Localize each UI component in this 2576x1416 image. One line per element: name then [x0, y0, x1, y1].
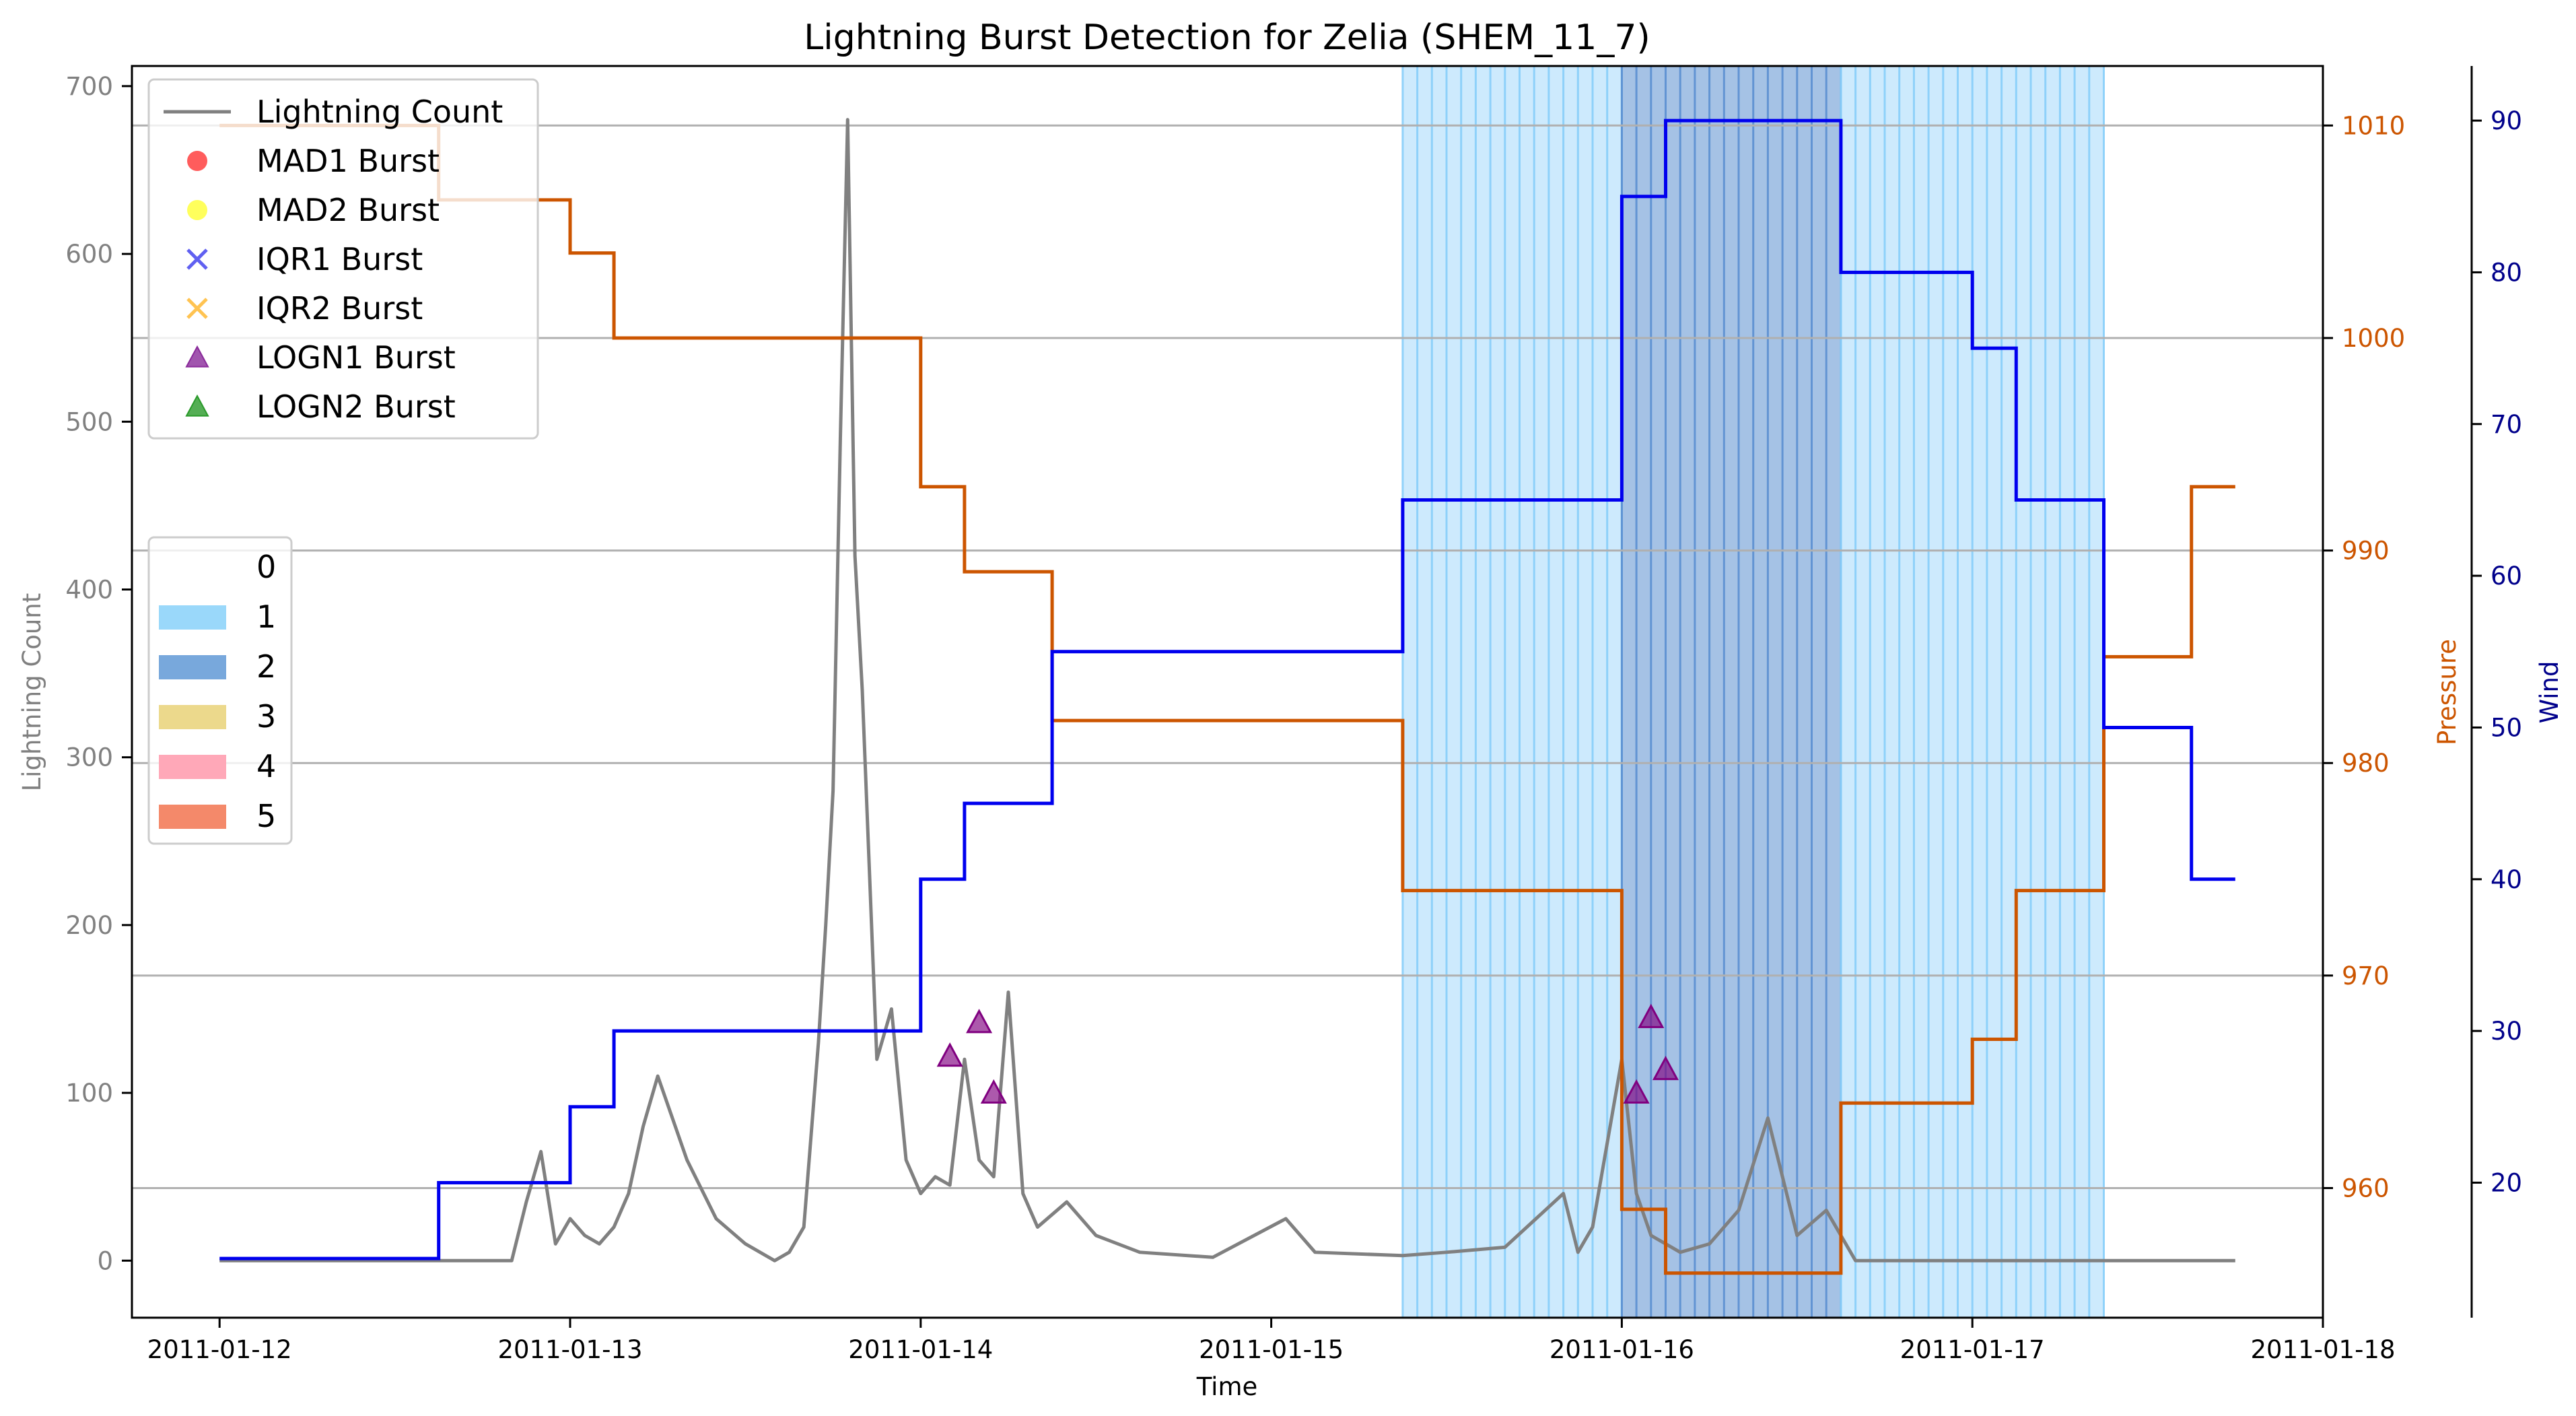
category-bands — [1401, 66, 2105, 1318]
legend-entry-mad1-burst: MAD1 Burst — [187, 143, 440, 179]
legend-entry-logn2-burst: LOGN2 Burst — [185, 389, 456, 425]
pressure-tick-label: 960 — [2342, 1174, 2390, 1203]
legend-label: LOGN2 Burst — [256, 389, 456, 425]
legend-category-swatch — [159, 755, 226, 779]
burst-markers — [936, 1003, 1679, 1104]
logn1-marker-2 — [980, 1079, 1007, 1104]
legend-category-label: 5 — [256, 798, 276, 834]
x-tick-label: 2011-01-12 — [147, 1335, 292, 1364]
legend-x-swatch — [186, 248, 208, 270]
pressure-tick-label: 970 — [2342, 962, 2390, 990]
pressure-tick-label: 1000 — [2342, 324, 2405, 353]
lightning-count-line — [219, 118, 2235, 1262]
pressure-tick-label: 990 — [2342, 537, 2390, 566]
left-tick-label: 500 — [65, 407, 113, 436]
legend-entry-lightning-count: Lightning Count — [164, 94, 503, 130]
legend-category-5: 5 — [159, 798, 276, 834]
x-tick-label: 2011-01-15 — [1199, 1335, 1344, 1364]
legend-triangle-swatch — [185, 345, 209, 368]
legend-category-label: 3 — [256, 698, 276, 735]
series-layer — [219, 118, 2235, 1275]
legend-label: MAD2 Burst — [256, 192, 440, 228]
left-tick-label: 300 — [65, 743, 113, 772]
logn1-marker-0 — [936, 1042, 963, 1067]
legend-category-swatch — [159, 805, 226, 829]
left-tick-label: 700 — [65, 72, 113, 101]
band-fill — [1402, 66, 1622, 1318]
chart-title: Lightning Burst Detection for Zelia (SHE… — [804, 18, 1650, 58]
wind-tick-label: 90 — [2491, 106, 2522, 135]
legend-category-label: 4 — [256, 748, 276, 784]
legend-label: Lightning Count — [256, 94, 503, 130]
left-tick-label: 600 — [65, 240, 113, 269]
legend-entry-mad2-burst: MAD2 Burst — [187, 192, 440, 228]
logn1-marker-3 — [1623, 1079, 1650, 1104]
legend-label: MAD1 Burst — [256, 143, 440, 179]
wind-tick-label: 60 — [2491, 562, 2522, 591]
logn1-marker-1 — [966, 1009, 993, 1034]
legend-label: LOGN1 Burst — [256, 339, 456, 376]
legend-category-0: 0 — [159, 549, 276, 585]
legend-entry-iqr2-burst: IQR2 Burst — [186, 290, 423, 327]
axes-layer: 2011-01-12 2011-01-13 2011-01-14 2011-01-15… — [65, 65, 2522, 1364]
category-band-1-2 — [1840, 66, 2105, 1318]
wind-line — [219, 119, 2235, 1260]
category-band-2-1 — [1620, 66, 1842, 1318]
y-axis-label-pressure: Pressure — [2433, 639, 2462, 745]
logn1-marker-4 — [1638, 1003, 1665, 1028]
left-tick-label: 100 — [65, 1079, 113, 1108]
legend-categories: 0 1 2 3 4 5 — [147, 536, 293, 845]
y-axis-label-lightning: Lightning Count — [18, 593, 46, 792]
x-tick-label: 2011-01-16 — [1550, 1335, 1694, 1364]
pressure-tick-label: 1010 — [2342, 111, 2405, 140]
legend-category-swatch — [159, 605, 226, 630]
legend-x-swatch — [186, 298, 208, 319]
wind-tick-label: 50 — [2491, 713, 2522, 742]
left-tick-label: 0 — [97, 1246, 113, 1275]
legend-circle-swatch — [187, 200, 207, 220]
wind-tick-label: 40 — [2491, 865, 2522, 894]
legend-category-2: 2 — [159, 648, 276, 685]
legend-bursts-box — [147, 78, 539, 440]
legend-entry-iqr1-burst: IQR1 Burst — [186, 241, 423, 277]
x-tick-label: 2011-01-13 — [497, 1335, 642, 1364]
logn1-marker-5 — [1652, 1056, 1679, 1081]
wind-tick-label: 30 — [2491, 1017, 2522, 1046]
plot-frame — [131, 65, 2324, 1319]
wind-tick-label: 20 — [2491, 1168, 2522, 1197]
wind-tick-label: 70 — [2491, 410, 2522, 439]
legend-label: IQR1 Burst — [256, 241, 423, 277]
x-tick-label: 2011-01-14 — [848, 1335, 993, 1364]
band-fill — [1622, 66, 1841, 1318]
legend-entry-logn1-burst: LOGN1 Burst — [185, 339, 456, 376]
x-axis-label: Time — [1196, 1372, 1258, 1401]
y-axis-label-wind: Wind — [2535, 661, 2564, 724]
legend-category-3: 3 — [159, 698, 276, 735]
left-tick-label: 200 — [65, 911, 113, 940]
legend-category-label: 0 — [256, 549, 276, 585]
legend-category-swatch — [159, 555, 226, 580]
left-tick-label: 400 — [65, 575, 113, 604]
legend-bursts: Lightning Count MAD1 Burst MAD2 Burst IQR1 … — [147, 78, 539, 440]
legend-triangle-swatch — [185, 394, 209, 417]
category-band-1-0 — [1401, 66, 1623, 1318]
legend-category-swatch — [159, 655, 226, 679]
pressure-line — [219, 123, 2235, 1275]
x-tick-label: 2011-01-17 — [1900, 1335, 2045, 1364]
legend-circle-swatch — [187, 151, 207, 171]
wind-tick-label: 80 — [2491, 258, 2522, 287]
legend-category-label: 2 — [256, 648, 276, 685]
legend-category-4: 4 — [159, 748, 276, 784]
legend-category-1: 1 — [159, 599, 276, 635]
x-tick-label: 2011-01-18 — [2250, 1335, 2395, 1364]
pressure-tick-label: 980 — [2342, 749, 2390, 778]
legend-label: IQR2 Burst — [256, 290, 423, 327]
legend-category-swatch — [159, 705, 226, 729]
legend-category-label: 1 — [256, 599, 276, 635]
